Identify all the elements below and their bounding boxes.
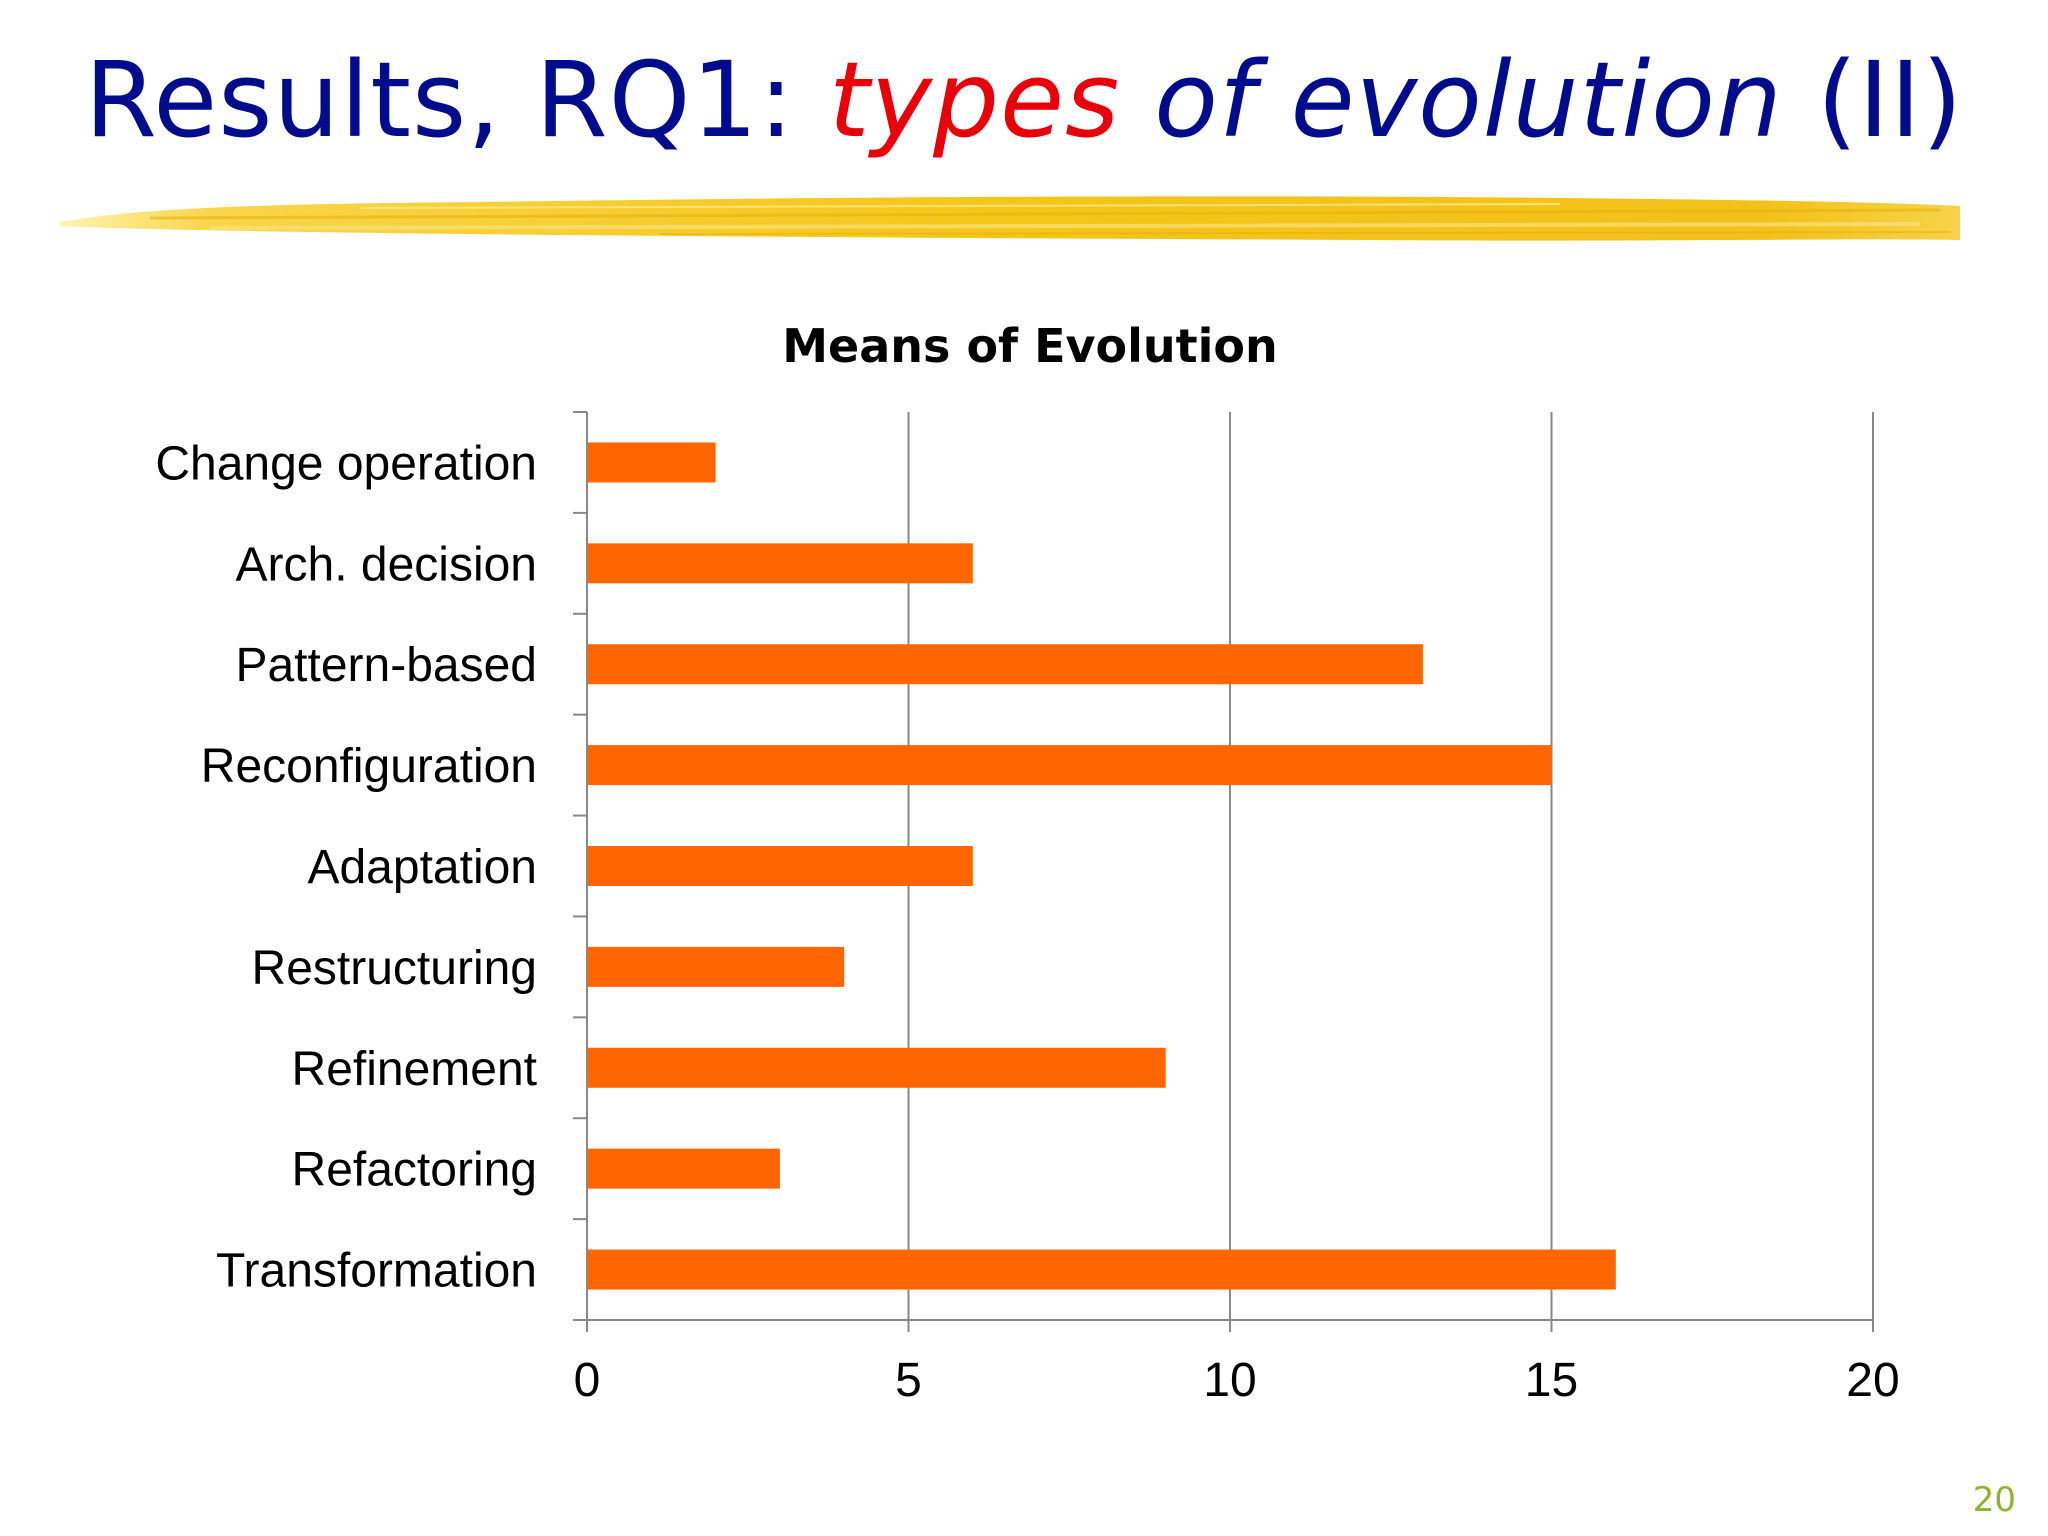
category-label-8: Transformation	[216, 1245, 537, 1298]
x-tick-label-0: 0	[574, 1354, 601, 1407]
x-tick-label-1: 5	[895, 1354, 922, 1407]
title-prefix: Results, RQ1:	[84, 39, 829, 161]
bar-5	[587, 946, 845, 987]
chart-axes	[573, 411, 1874, 1332]
bar-3	[587, 745, 1552, 786]
category-label-5: Restructuring	[252, 942, 537, 995]
bar-2	[587, 644, 1423, 685]
bar-6	[587, 1047, 1166, 1088]
chart-bars	[587, 442, 1616, 1290]
bar-8	[587, 1249, 1616, 1290]
bar-4	[587, 846, 973, 886]
title-underline-brush	[60, 196, 1960, 241]
category-label-6: Refinement	[292, 1043, 537, 1096]
title-emphasis-types: types	[828, 39, 1121, 161]
title-suffix: (II)	[1782, 39, 1964, 161]
category-label-2: Pattern-based	[235, 639, 537, 692]
category-label-4: Adaptation	[307, 841, 537, 894]
bar-0	[587, 442, 716, 483]
category-labels: Change operation Arch. decision Pattern-ba…	[155, 437, 537, 1297]
slide-title: Results, RQ1: types of evolution (II)	[0, 30, 2048, 170]
x-tick-labels: 0 5 10 15 20	[574, 1354, 1900, 1407]
category-label-3: Reconfiguration	[201, 740, 537, 793]
bar-1	[587, 543, 973, 584]
chart-title: Means of Evolution	[782, 319, 1277, 373]
category-label-7: Refactoring	[292, 1144, 537, 1197]
category-label-0: Change operation	[155, 437, 537, 490]
title-emphasis-evolution: of evolution	[1120, 39, 1783, 161]
x-tick-label-2: 10	[1203, 1354, 1256, 1407]
bar-7	[587, 1148, 780, 1189]
x-tick-label-4: 20	[1846, 1354, 1899, 1407]
x-tick-label-3: 15	[1525, 1354, 1578, 1407]
category-label-1: Arch. decision	[236, 538, 537, 591]
page-number: 20	[1972, 1480, 2016, 1520]
chart-grid	[907, 412, 1874, 1320]
